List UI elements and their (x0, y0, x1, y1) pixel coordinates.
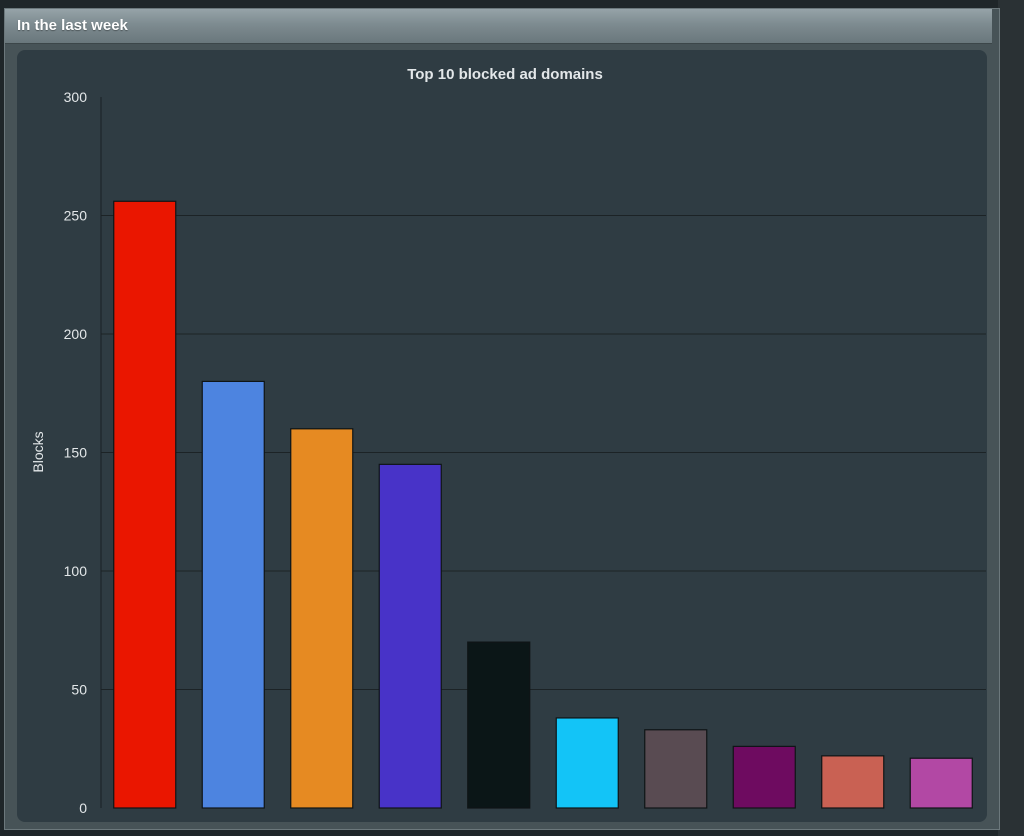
bar-3[interactable] (290, 428, 354, 809)
window-edge (998, 0, 1024, 836)
y-tick-label: 250 (64, 208, 88, 224)
y-tick-label: 50 (71, 682, 87, 698)
bar-2[interactable] (201, 380, 265, 809)
bar-1[interactable] (113, 200, 177, 809)
y-tick-label: 100 (64, 563, 88, 579)
chart-title: Top 10 blocked ad domains (407, 66, 603, 83)
y-tick-label: 150 (64, 445, 88, 461)
y-tick-label: 0 (79, 800, 87, 816)
bar-7[interactable] (644, 729, 708, 809)
widget-title: In the last week (17, 17, 128, 34)
y-axis-label: Blocks (30, 431, 46, 472)
bar-10[interactable] (909, 757, 973, 809)
bar-4[interactable] (378, 463, 442, 809)
y-axis-ticks: 0 50 100 150 200 250 300 (64, 89, 88, 816)
y-tick-label: 300 (64, 89, 88, 105)
widget-header: In the last week (5, 9, 992, 44)
bar-8[interactable] (732, 745, 796, 809)
bar-5[interactable] (467, 641, 531, 809)
bar-9[interactable] (821, 755, 885, 809)
bars (113, 200, 973, 809)
y-tick-label: 200 (64, 326, 88, 342)
bar-6[interactable] (555, 717, 619, 809)
